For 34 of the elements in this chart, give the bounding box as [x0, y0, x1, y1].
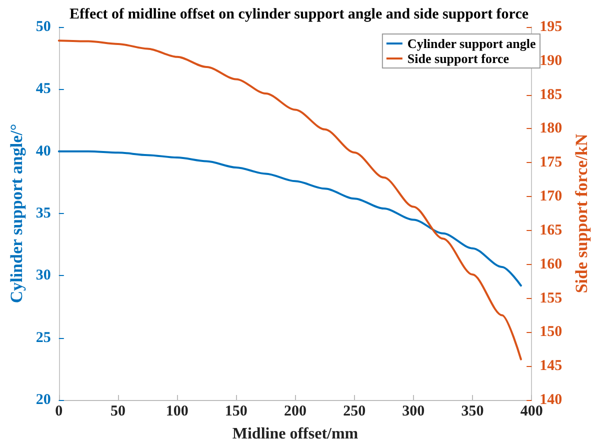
- y2-tick-label: 180: [540, 120, 562, 137]
- y2-tick-label: 195: [540, 19, 562, 35]
- x-tick-label: 250: [343, 404, 366, 420]
- y-tick-label: 45: [36, 81, 51, 98]
- chart-title: Effect of midline offset on cylinder support angle and side support force: [69, 6, 529, 22]
- y-tick-label: 50: [36, 19, 51, 35]
- y2-tick-label: 155: [540, 290, 562, 306]
- y2-tick-label: 160: [540, 256, 562, 272]
- y2-tick-label: 165: [540, 222, 562, 238]
- line-series: [58, 150, 522, 287]
- legend-label: Cylinder support angle: [407, 36, 536, 51]
- y-tick-label: 25: [36, 330, 51, 346]
- y2-tick-label: 145: [540, 358, 562, 374]
- x-axis-title: Midline offset/mm: [232, 426, 359, 442]
- y2-tick-label: 170: [540, 188, 562, 205]
- y-axis-title: Cylinder support angle/°: [7, 124, 26, 304]
- y2-tick-label: 185: [540, 86, 562, 103]
- y-tick-label: 20: [36, 392, 51, 408]
- x-tick-label: 0: [55, 404, 63, 420]
- x-tick-label: 400: [520, 404, 543, 420]
- x-tick-label: 300: [402, 404, 425, 420]
- y2-axis-title: Side support force/kN: [572, 133, 591, 294]
- y2-tick-label: 190: [540, 52, 562, 69]
- legend-label: Side support force: [407, 51, 510, 66]
- x-tick-label: 100: [166, 404, 188, 420]
- x-tick-label: 350: [461, 404, 484, 420]
- x-tick-label: 150: [224, 404, 248, 420]
- x-tick-label: 200: [284, 404, 306, 420]
- y2-tick-label: 175: [540, 154, 562, 171]
- y-tick-label: 40: [36, 143, 51, 160]
- y2-tick-label: 150: [540, 324, 562, 340]
- y-tick-label: 35: [36, 206, 51, 222]
- y-tick-label: 30: [36, 268, 51, 284]
- x-tick-label: 50: [110, 404, 126, 420]
